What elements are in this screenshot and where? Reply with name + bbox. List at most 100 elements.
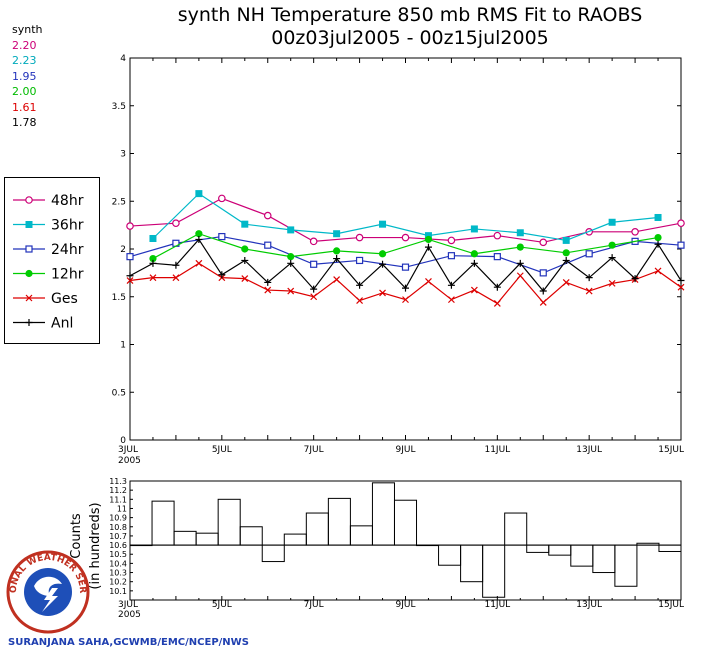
series-12hr [149, 230, 662, 263]
data-point-48hr [218, 194, 226, 203]
data-point-ges [149, 274, 157, 282]
data-point-36hr [516, 229, 524, 237]
data-point-anl [585, 274, 593, 282]
data-point-48hr [355, 233, 364, 242]
data-point-24hr [401, 263, 410, 271]
y-tick-label: 3.5 [112, 102, 126, 112]
count-bar [460, 544, 484, 583]
count-bar [526, 544, 550, 553]
stat-value-ges: 1.61 [12, 100, 37, 114]
legend-label: 48hr [51, 193, 84, 209]
data-point-ges [356, 297, 364, 304]
data-point-24hr [539, 269, 547, 277]
count-bar [173, 530, 197, 546]
data-point-anl [631, 275, 639, 283]
legend: 48hr 36hr 24hr 12hr Ges Anl [4, 177, 100, 344]
data-point-anl [493, 283, 501, 291]
data-point-anl [424, 243, 432, 251]
bar-x-tick-label: 15JUL [658, 600, 684, 610]
bar-y-tick-label: 10.8 [109, 523, 127, 532]
count-bar [548, 544, 572, 556]
data-point-anl [356, 281, 364, 289]
stats-panel: synth 2.20 2.23 1.95 2.00 1.61 1.78 [12, 22, 43, 131]
x-tick-label: 7JUL [304, 445, 324, 455]
data-point-12hr [562, 249, 570, 257]
y-tick-label: 1 [120, 341, 126, 351]
stat-value-36hr: 2.23 [12, 54, 37, 67]
y-tick-label: 3 [120, 150, 126, 160]
legend-label: 36hr [51, 218, 84, 234]
legend-item-anl: Anl [13, 316, 73, 332]
bar-y-tick-label: 11.1 [109, 495, 127, 504]
data-point-ges [172, 274, 180, 282]
data-point-anl [310, 285, 318, 293]
data-point-48hr [263, 211, 272, 220]
count-bar [349, 525, 373, 546]
data-point-48hr [631, 228, 639, 236]
data-point-24hr [126, 253, 134, 261]
legend-label: Anl [51, 316, 73, 332]
line-chart-frame [129, 57, 682, 441]
legend-marker [25, 269, 33, 278]
data-point-ges [333, 276, 341, 283]
y-tick-label: 0.5 [112, 388, 126, 398]
legend-label: Ges [51, 291, 78, 307]
bar-y-tick-label: 10.6 [109, 541, 127, 550]
data-point-12hr [654, 233, 662, 242]
data-point-36hr [424, 232, 432, 240]
count-bar [636, 542, 660, 546]
count-bar [482, 544, 506, 598]
data-point-anl [677, 277, 685, 285]
data-point-12hr [516, 243, 524, 251]
data-point-ges [379, 289, 386, 297]
legend-marker [25, 294, 33, 302]
x-tick-label: 15JUL [658, 445, 684, 455]
legend-item-12hr: 12hr [13, 267, 84, 283]
data-point-36hr [562, 236, 570, 244]
data-point-48hr [126, 222, 134, 230]
series-24hr [126, 232, 685, 277]
data-point-ges [241, 275, 249, 283]
count-bar [239, 526, 263, 546]
legend-marker [25, 221, 33, 228]
x-tick-label: 13JUL [576, 445, 602, 455]
data-point-ges [264, 286, 272, 294]
series-line-36hr [152, 192, 659, 242]
x-year-label: 2005 [118, 456, 141, 466]
data-point-12hr [149, 254, 157, 263]
data-point-ges [562, 279, 570, 286]
data-point-36hr [608, 218, 616, 226]
chart-subtitle-date-range: 00z03jul2005 - 00z15jul2005 [271, 27, 549, 49]
data-point-anl [654, 240, 662, 248]
data-point-ges [608, 279, 616, 287]
data-point-anl [287, 259, 295, 267]
data-point-ges [470, 286, 478, 294]
data-point-12hr [241, 245, 249, 253]
data-point-48hr [493, 231, 502, 240]
y-tick-label: 4 [120, 54, 126, 64]
data-point-48hr [447, 236, 456, 245]
data-point-ges [195, 259, 203, 267]
data-point-anl [470, 259, 478, 267]
y-tick-label: 2 [120, 245, 126, 255]
legend-marks: 48hr 36hr 24hr 12hr Ges Anl [13, 193, 84, 332]
data-point-anl [241, 256, 249, 264]
bar-y-axis-sublabel: (in hundreds) [88, 502, 103, 589]
data-point-anl [126, 272, 134, 280]
data-point-36hr [287, 226, 295, 234]
bar-y-tick-label: 11 [117, 504, 127, 513]
count-bar [504, 512, 528, 546]
data-point-36hr [195, 190, 203, 198]
count-bar [658, 544, 682, 552]
count-bar [393, 499, 418, 546]
data-point-12hr [195, 230, 203, 238]
data-point-24hr [218, 232, 226, 241]
data-point-48hr [539, 238, 548, 247]
bar-x-year-label: 2005 [118, 610, 141, 620]
bar-x-tick-label: 13JUL [576, 600, 602, 610]
bar-y-axis-label: Counts [69, 513, 84, 559]
data-point-ges [310, 293, 318, 301]
data-point-anl [608, 254, 616, 262]
bar-y-tick-label: 10.9 [109, 514, 127, 523]
data-point-ges [447, 296, 455, 304]
